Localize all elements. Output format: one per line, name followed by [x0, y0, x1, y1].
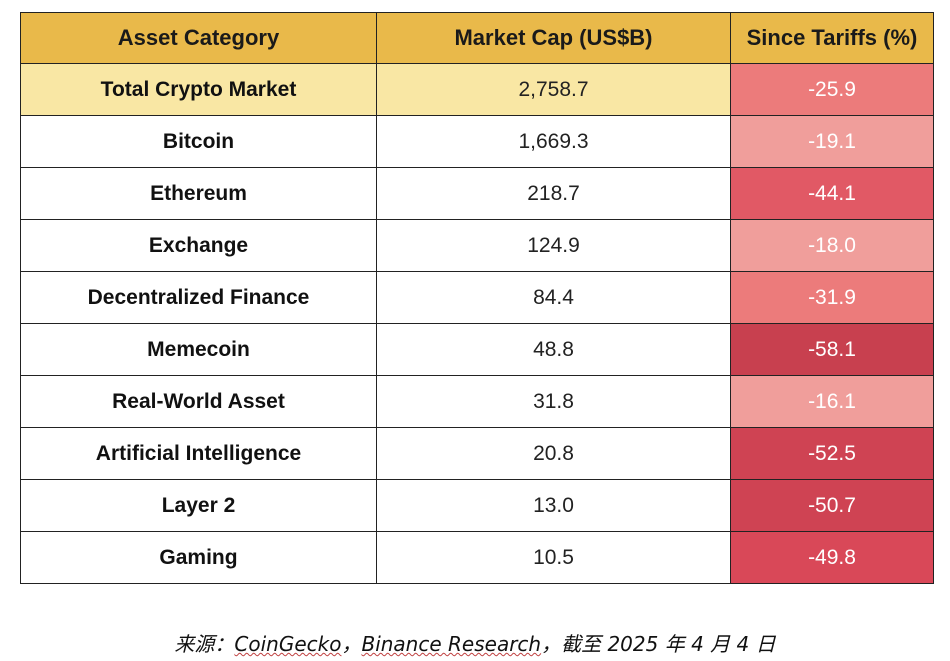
- cell-asset-category: Ethereum: [20, 167, 377, 220]
- table-row: Ethereum 218.7 -44.1: [20, 167, 934, 220]
- source-separator: ，: [341, 632, 362, 656]
- cell-asset-category: Real-World Asset: [20, 375, 377, 428]
- cell-market-cap: 84.4: [376, 271, 731, 324]
- table-row: Bitcoin 1,669.3 -19.1: [20, 115, 934, 168]
- header-asset-category: Asset Category: [20, 12, 377, 64]
- table-header-row: Asset Category Market Cap (US$B) Since T…: [20, 12, 934, 64]
- cell-market-cap: 218.7: [376, 167, 731, 220]
- table-row: Layer 2 13.0 -50.7: [20, 479, 934, 532]
- cell-market-cap: 31.8: [376, 375, 731, 428]
- market-cap-table: Asset Category Market Cap (US$B) Since T…: [20, 12, 934, 584]
- cell-asset-category: Layer 2: [20, 479, 377, 532]
- cell-asset-category: Artificial Intelligence: [20, 427, 377, 480]
- source-coingecko: CoinGecko: [234, 632, 342, 656]
- header-market-cap: Market Cap (US$B): [376, 12, 731, 64]
- cell-asset-category: Bitcoin: [20, 115, 377, 168]
- cell-market-cap: 13.0: [376, 479, 731, 532]
- cell-market-cap: 10.5: [376, 531, 731, 584]
- source-binance-research: Binance Research: [361, 632, 542, 656]
- table-body: Total Crypto Market 2,758.7 -25.9 Bitcoin 1,…: [20, 63, 934, 584]
- cell-asset-category: Decentralized Finance: [20, 271, 377, 324]
- cell-market-cap: 124.9: [376, 219, 731, 272]
- cell-since-tariffs: -25.9: [730, 63, 934, 116]
- table-row: Memecoin 48.8 -58.1: [20, 323, 934, 376]
- source-note: 来源：CoinGecko，Binance Research，截至 2025 年 …: [0, 628, 950, 657]
- cell-since-tariffs: -58.1: [730, 323, 934, 376]
- table-row: Decentralized Finance 84.4 -31.9: [20, 271, 934, 324]
- cell-since-tariffs: -52.5: [730, 427, 934, 480]
- table-row: Artificial Intelligence 20.8 -52.5: [20, 427, 934, 480]
- cell-asset-category: Gaming: [20, 531, 377, 584]
- cell-since-tariffs: -44.1: [730, 167, 934, 220]
- source-suffix: ，截至 2025 年 4 月 4 日: [541, 632, 776, 656]
- cell-market-cap: 20.8: [376, 427, 731, 480]
- cell-since-tariffs: -49.8: [730, 531, 934, 584]
- cell-asset-category: Exchange: [20, 219, 377, 272]
- cell-market-cap: 48.8: [376, 323, 731, 376]
- cell-since-tariffs: -50.7: [730, 479, 934, 532]
- cell-asset-category: Total Crypto Market: [20, 63, 377, 116]
- cell-market-cap: 1,669.3: [376, 115, 731, 168]
- table-row: Total Crypto Market 2,758.7 -25.9: [20, 63, 934, 116]
- table-row: Gaming 10.5 -49.8: [20, 531, 934, 584]
- cell-since-tariffs: -19.1: [730, 115, 934, 168]
- header-since-tariffs: Since Tariffs (%): [730, 12, 934, 64]
- cell-since-tariffs: -18.0: [730, 219, 934, 272]
- cell-market-cap: 2,758.7: [376, 63, 731, 116]
- cell-since-tariffs: -16.1: [730, 375, 934, 428]
- table-row: Real-World Asset 31.8 -16.1: [20, 375, 934, 428]
- cell-asset-category: Memecoin: [20, 323, 377, 376]
- source-prefix: 来源：: [174, 632, 235, 656]
- table-row: Exchange 124.9 -18.0: [20, 219, 934, 272]
- cell-since-tariffs: -31.9: [730, 271, 934, 324]
- data-table-container: Asset Category Market Cap (US$B) Since T…: [20, 12, 934, 584]
